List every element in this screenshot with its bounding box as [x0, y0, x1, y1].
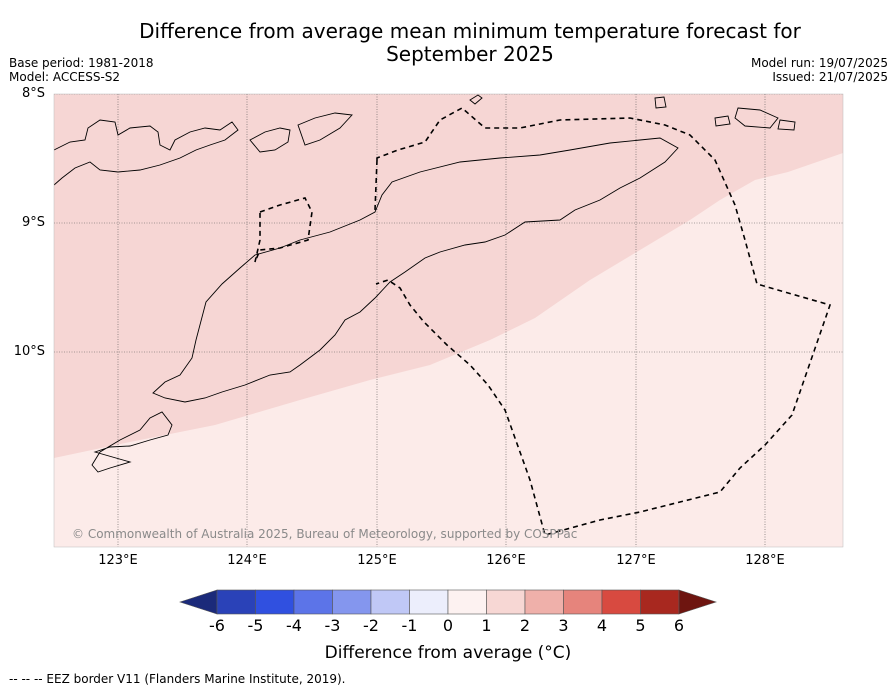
- colorbar-bin: [524, 589, 564, 615]
- grid-lines: [54, 94, 843, 547]
- colorbar-bin: [447, 589, 487, 615]
- lon-label-124e: 124°E: [227, 553, 267, 568]
- rote-island: [91, 411, 173, 473]
- base-period: Base period: 1981-2018: [9, 56, 154, 70]
- colorbar-tick: 0: [442, 616, 454, 635]
- lon-label-123e: 123°E: [98, 553, 138, 568]
- lon-label-125e: 125°E: [357, 553, 397, 568]
- lon-label-127e: 127°E: [616, 553, 656, 568]
- small-island-west: [714, 115, 731, 127]
- colorbar-bin: [409, 589, 449, 615]
- colorbar-bin: [640, 589, 680, 615]
- colorbar-tick: -3: [324, 616, 341, 635]
- coastlines: [54, 94, 796, 473]
- colorbar-bin: [255, 589, 295, 615]
- lat-label-8s: 8°S: [21, 86, 45, 101]
- colorbar-bin: [216, 589, 256, 615]
- eez-oecusse: [254, 197, 313, 263]
- colorbar-bin: [601, 589, 641, 615]
- colorbar-tick: 4: [596, 616, 608, 635]
- timor-island: [152, 137, 679, 403]
- colorbar-extend-high: [678, 589, 717, 615]
- issued-date: Issued: 21/07/2025: [772, 70, 888, 84]
- colorbar-tick: 6: [673, 616, 685, 635]
- meta-right: Model run: 19/07/2025 Issued: 21/07/2025: [751, 56, 888, 84]
- colorbar-extend-low: [179, 589, 218, 615]
- flores-coast: [54, 119, 239, 186]
- colorbar-tick: 1: [481, 616, 492, 635]
- small-island-east: [777, 119, 796, 131]
- colorbar-tick: -5: [247, 616, 264, 635]
- copyright-notice: © Commonwealth of Australia 2025, Bureau…: [72, 527, 578, 541]
- colorbar-tick: -1: [401, 616, 418, 635]
- model-name: Model: ACCESS-S2: [9, 70, 121, 84]
- eez-border: [254, 107, 832, 536]
- colorbar-tick: -6: [209, 616, 225, 635]
- lon-label-128e: 128°E: [745, 553, 785, 568]
- colorbar-tick: -2: [363, 616, 379, 635]
- meta-left: Base period: 1981-2018 Model: ACCESS-S2: [9, 56, 154, 84]
- alor-island: [249, 127, 291, 153]
- colorbar-bin: [370, 589, 410, 615]
- colorbar-tick: 5: [635, 616, 646, 635]
- zone-medium: [54, 94, 843, 458]
- pantar-island: [297, 112, 353, 146]
- title-line-2: September 2025: [386, 42, 554, 66]
- title-line-1: Difference from average mean minimum tem…: [139, 19, 801, 43]
- model-run: Model run: 19/07/2025: [750, 56, 888, 70]
- colorbar-bin: [293, 589, 333, 615]
- colorbar: [179, 589, 717, 615]
- colorbar-label: Difference from average (°C): [324, 643, 572, 663]
- damar-island: [654, 96, 667, 109]
- eez-footnote: -- -- -- EEZ border V11 (Flanders Marine…: [9, 672, 346, 686]
- colorbar-bin: [563, 589, 603, 615]
- wetar-island: [469, 94, 483, 105]
- colorbar-tick: 2: [519, 616, 531, 635]
- colorbar-bin: [332, 589, 372, 615]
- lon-label-126e: 126°E: [486, 553, 526, 568]
- colorbar-tick: 3: [558, 616, 569, 635]
- colorbar-tick: -4: [286, 616, 302, 635]
- map-title: Difference from average mean minimum tem…: [0, 20, 896, 66]
- lat-label-9s: 9°S: [21, 215, 45, 230]
- colorbar-bin: [486, 589, 526, 615]
- lat-label-10s: 10°S: [13, 344, 45, 359]
- eez-main: [375, 107, 832, 536]
- babar-island: [734, 107, 779, 129]
